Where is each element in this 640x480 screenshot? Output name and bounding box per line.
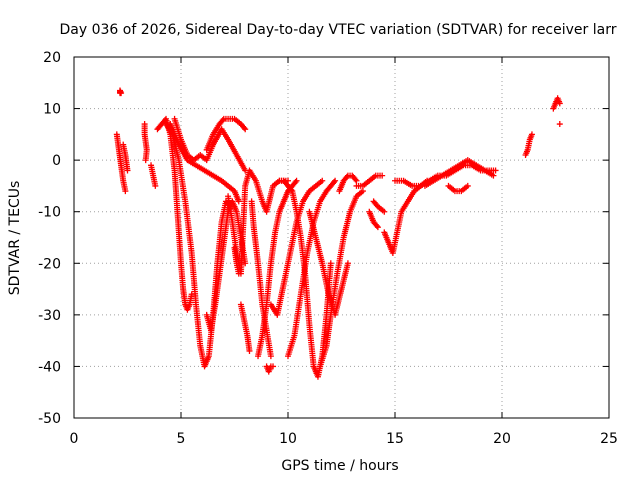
trace-point [241,124,248,131]
data-point [381,208,388,215]
x-tick-label: 0 [70,431,79,447]
data-point [556,121,563,128]
data-points [113,87,563,380]
data-point [242,126,249,133]
y-tick-label: 20 [43,50,61,66]
y-tick-label: -30 [38,308,61,324]
data-point [142,157,149,164]
data-point [235,270,242,277]
data-point [344,260,351,267]
data-point [374,224,381,231]
axis-ticks: 0 5 10 15 20 25 -50 -40 -30 -20 -10 0 10 20 [38,50,618,447]
data-point [118,90,125,97]
trace-point [219,117,226,124]
y-tick-label: -20 [38,256,61,272]
y-tick-label: 0 [52,153,61,169]
data-point [528,131,535,138]
data-point [319,177,326,184]
data-point [124,167,131,174]
plot-frame [73,56,610,419]
x-tick-label: 15 [386,431,404,447]
data-point [327,260,334,267]
data-point [379,172,386,179]
y-tick-label: -10 [38,205,61,221]
x-tick-label: 5 [177,431,186,447]
data-point [490,172,497,179]
data-point [492,167,499,174]
data-point [122,188,129,195]
x-tick-label: 20 [493,431,511,447]
x-tick-label: 25 [600,431,618,447]
trace-point [331,179,338,186]
trace-point [343,173,350,180]
x-tick-label: 10 [279,431,297,447]
x-axis-label: GPS time / hours [281,458,398,474]
trace-point [352,176,359,183]
data-point [332,177,339,184]
y-axis-label: SDTVAR / TECUs [7,181,23,296]
data-point [270,363,277,370]
trace-point [292,179,299,186]
data-point [353,177,360,184]
data-point [235,198,242,205]
trace-point [373,222,380,229]
y-tick-label: 10 [43,102,61,118]
chart-title: Day 036 of 2026, Sidereal Day-to-day VTE… [60,22,617,38]
data-point [293,177,300,184]
data-point [464,182,471,189]
data-point [267,353,274,360]
data-point [246,347,253,354]
data-point [359,188,366,195]
y-tick-label: -50 [38,411,61,427]
trace-point [288,186,295,193]
data-point [556,100,563,107]
y-tick-label: -40 [38,359,61,375]
data-point [152,182,159,189]
